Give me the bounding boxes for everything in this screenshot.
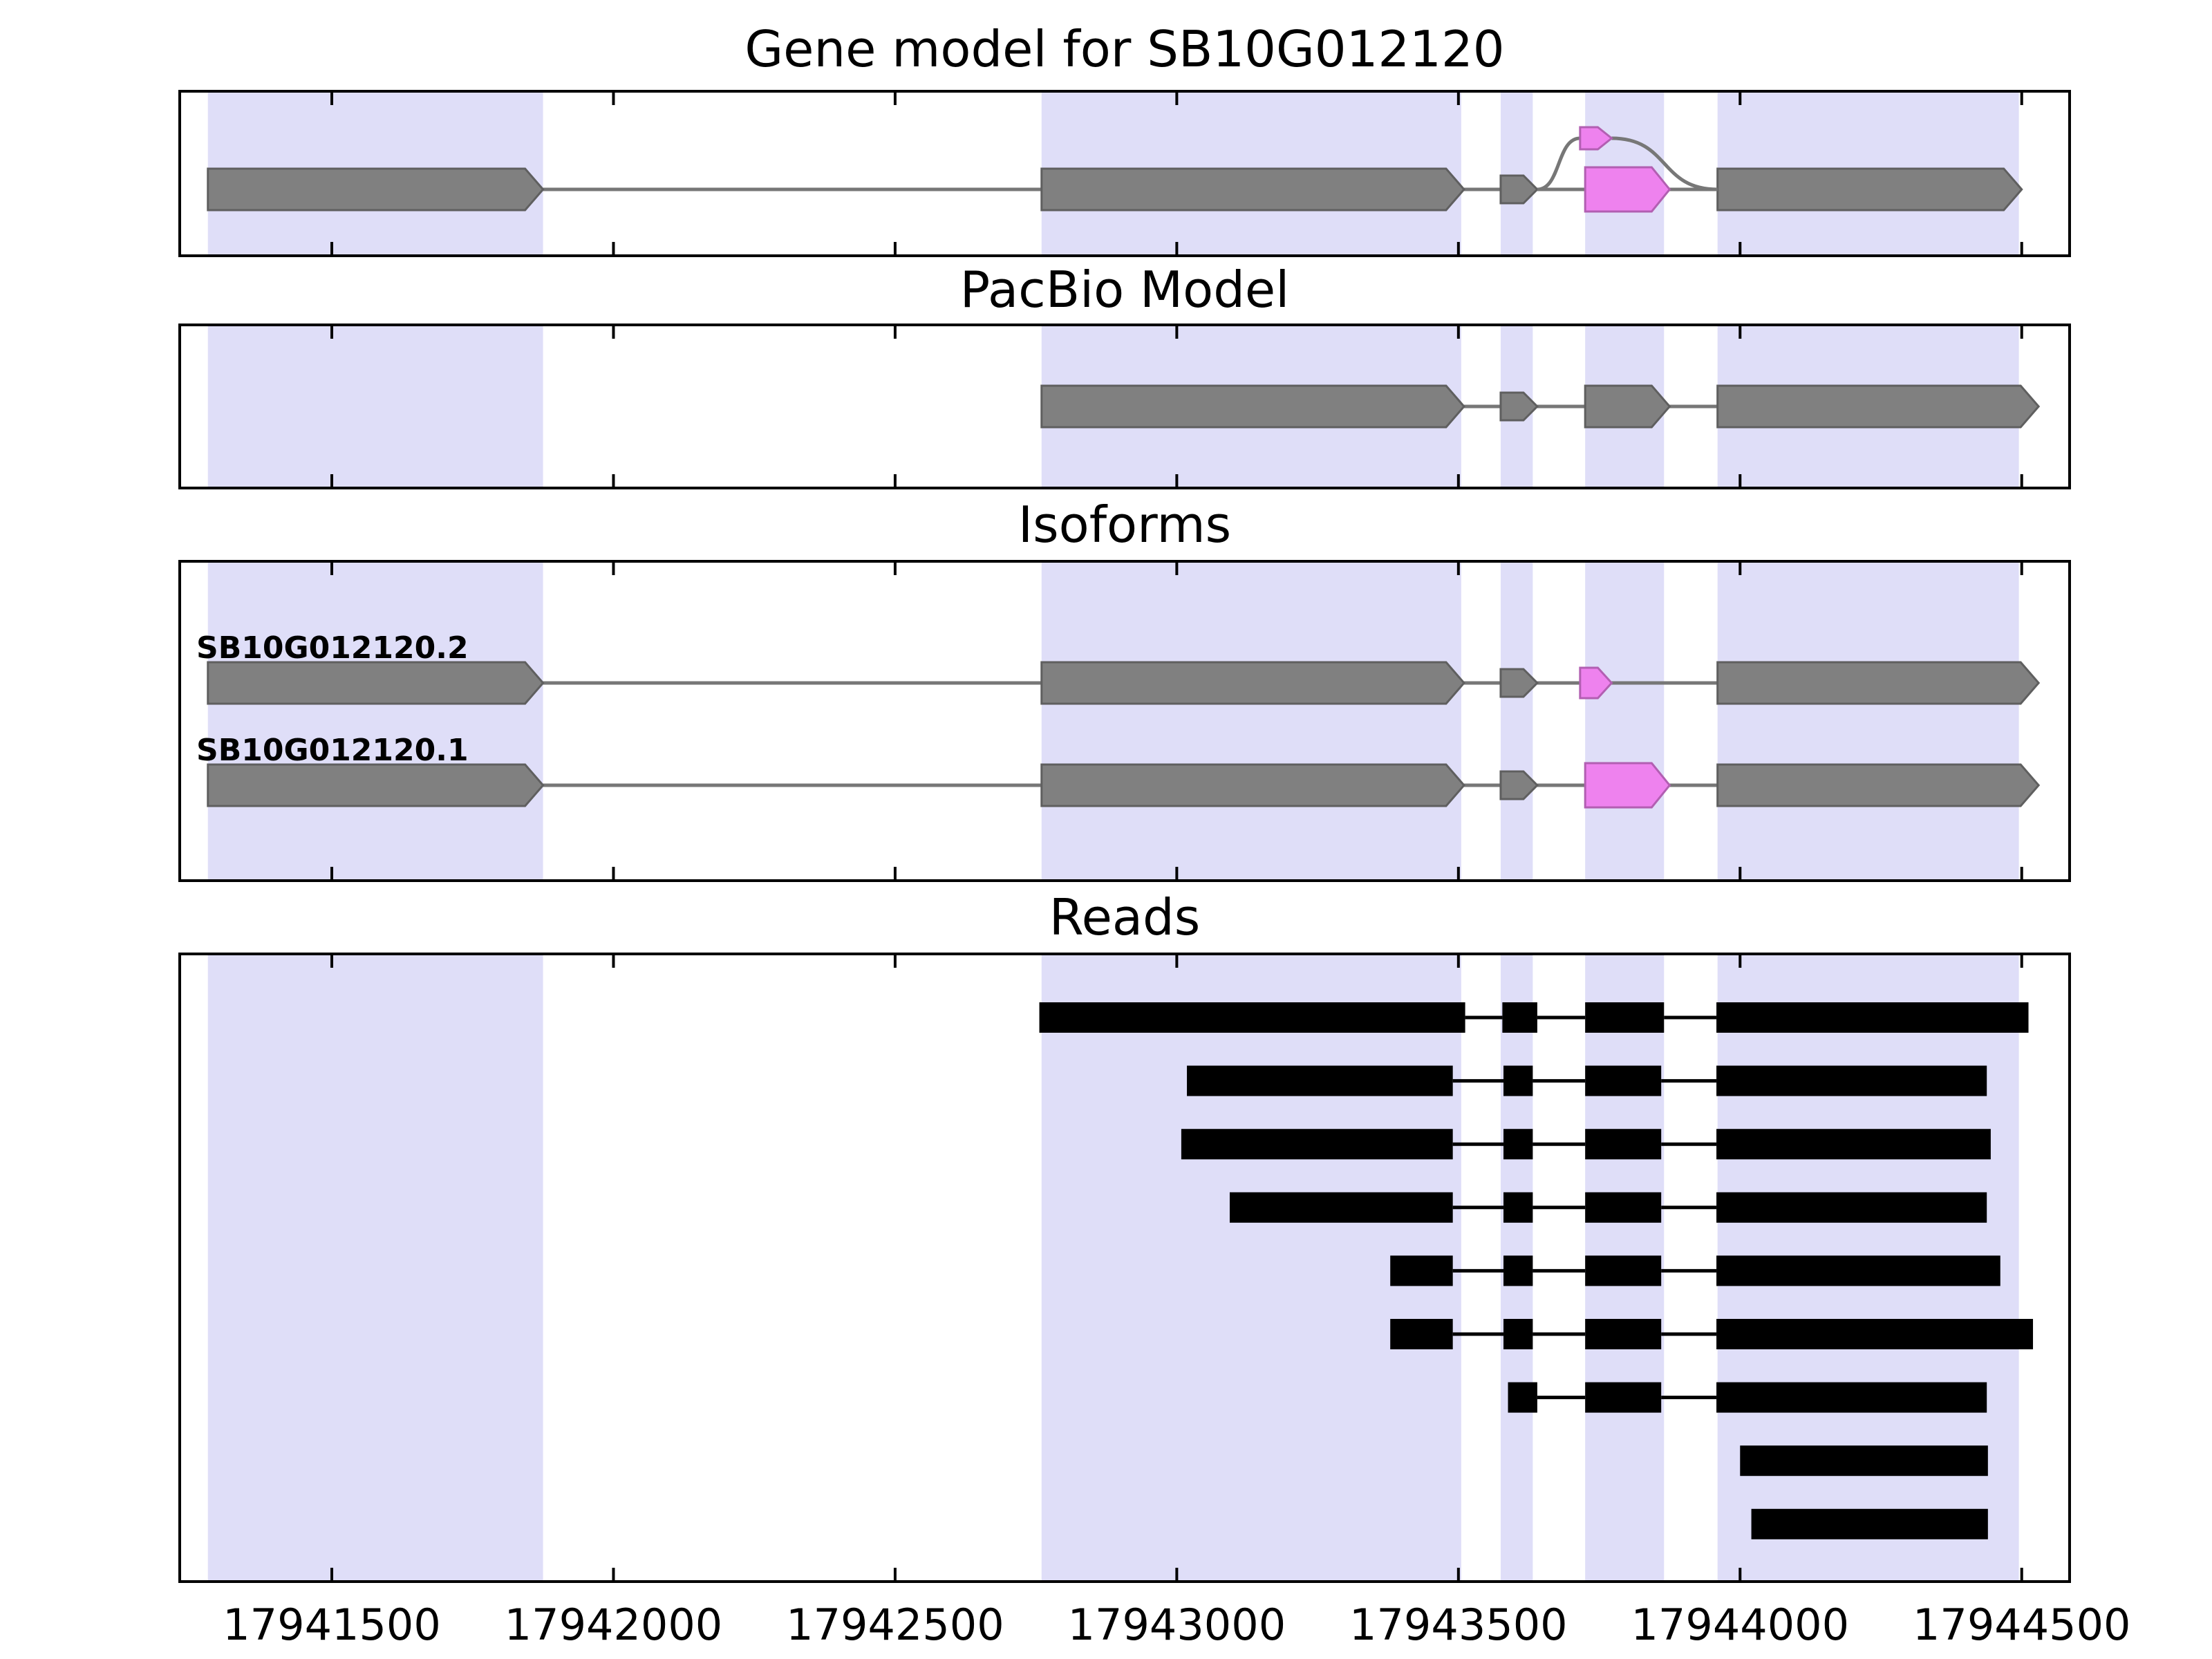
read-block — [1187, 1065, 1453, 1096]
exon — [207, 661, 545, 705]
exon-small — [1499, 391, 1539, 422]
read-block — [1585, 1065, 1662, 1096]
highlight-band — [1500, 561, 1533, 881]
read-block — [1503, 1129, 1533, 1160]
read-block — [1716, 1002, 2029, 1033]
panel-title: Isoforms — [1018, 496, 1231, 554]
exon — [207, 763, 545, 807]
read-block — [1502, 1002, 1537, 1033]
read-block — [1585, 1192, 1662, 1223]
read-block — [1740, 1445, 1988, 1477]
isoform-label: SB10G012120.1 — [196, 733, 469, 768]
isoform-track: SB10G012120.2 — [196, 630, 2041, 705]
panel-title: PacBio Model — [960, 261, 1289, 319]
panel-title: Gene model for SB10G012120 — [744, 20, 1504, 78]
read-block — [1508, 1382, 1537, 1413]
exon-small — [1499, 174, 1539, 205]
panel-border — [178, 953, 2071, 1583]
exon-small — [1499, 668, 1539, 698]
isoform-label: SB10G012120.2 — [196, 630, 469, 666]
axis-tick-label: 17941500 — [223, 1600, 441, 1650]
axis-tick-label: 17942000 — [505, 1600, 723, 1650]
read-block — [1716, 1129, 1991, 1160]
read-block — [1503, 1192, 1533, 1223]
isoform-track: SB10G012120.1 — [196, 733, 2041, 809]
axis-tick-label: 17942500 — [786, 1600, 1004, 1650]
alt-exon — [1584, 166, 1671, 213]
highlight-band — [207, 325, 543, 488]
read-block — [1390, 1319, 1453, 1349]
read-block — [1503, 1319, 1533, 1349]
axis-tick-label: 17943500 — [1349, 1600, 1568, 1650]
read-row — [1390, 1319, 2034, 1349]
read-row — [1039, 1002, 2029, 1033]
read-block — [1716, 1192, 1987, 1223]
exon — [1716, 763, 2041, 807]
read-block — [1716, 1065, 1987, 1096]
axis-tick-label: 17943000 — [1068, 1600, 1286, 1650]
read-block — [1585, 1255, 1662, 1286]
panel-border — [178, 560, 2071, 882]
read-block — [1503, 1255, 1533, 1286]
read-block — [1390, 1255, 1453, 1286]
highlight-band — [1717, 561, 2019, 881]
read-block — [1716, 1319, 2034, 1349]
alt-exon-small — [1579, 666, 1613, 700]
read-block — [1039, 1002, 1465, 1033]
axis-tick-label: 17944000 — [1631, 1600, 1849, 1650]
read-row — [1390, 1255, 2000, 1286]
read-block — [1585, 1002, 1665, 1033]
panel-pacbio-model: PacBio Model — [178, 261, 2071, 489]
splice-arc — [1611, 136, 1718, 191]
alt-exon — [1584, 762, 1671, 809]
highlight-band — [207, 954, 543, 1582]
highlight-band — [207, 561, 543, 881]
exon — [1584, 384, 1671, 429]
read-row — [1187, 1065, 1987, 1096]
panel-title: Reads — [1049, 888, 1200, 946]
exon — [1040, 167, 1465, 212]
read-block — [1585, 1319, 1662, 1349]
read-block — [1716, 1382, 1987, 1413]
read-row — [1751, 1508, 1988, 1539]
read-block — [1585, 1382, 1662, 1413]
panel-reads: Reads — [178, 888, 2071, 1583]
exon — [1716, 167, 2023, 212]
highlight-band — [1585, 561, 1665, 881]
read-row — [1740, 1445, 1988, 1477]
read-block — [1716, 1255, 2000, 1286]
panel-border — [178, 324, 2071, 489]
alt-exon-small — [1579, 126, 1613, 151]
read-block — [1181, 1129, 1453, 1160]
read-block — [1229, 1192, 1453, 1223]
exon — [207, 167, 545, 212]
read-block — [1585, 1129, 1662, 1160]
read-row — [1508, 1382, 1987, 1413]
exon — [1040, 661, 1465, 705]
exon — [1040, 384, 1465, 429]
read-block — [1503, 1065, 1533, 1096]
panel-gene-model: Gene model for SB10G012120 — [178, 20, 2071, 257]
read-row — [1181, 1129, 1991, 1160]
read-block — [1751, 1508, 1988, 1539]
read-row — [1229, 1192, 1987, 1223]
exon-small — [1499, 770, 1539, 800]
highlight-band — [1500, 91, 1533, 256]
exon — [1040, 763, 1465, 807]
highlight-band — [1041, 561, 1461, 881]
axis-tick-label: 17944500 — [1913, 1600, 2131, 1650]
exon — [1716, 661, 2041, 705]
panel-isoforms: Isoforms SB10G012120.2 SB10G012120.1 — [178, 496, 2071, 882]
splice-arc — [1537, 136, 1581, 191]
panel-border — [178, 90, 2071, 257]
exon — [1716, 384, 2041, 429]
